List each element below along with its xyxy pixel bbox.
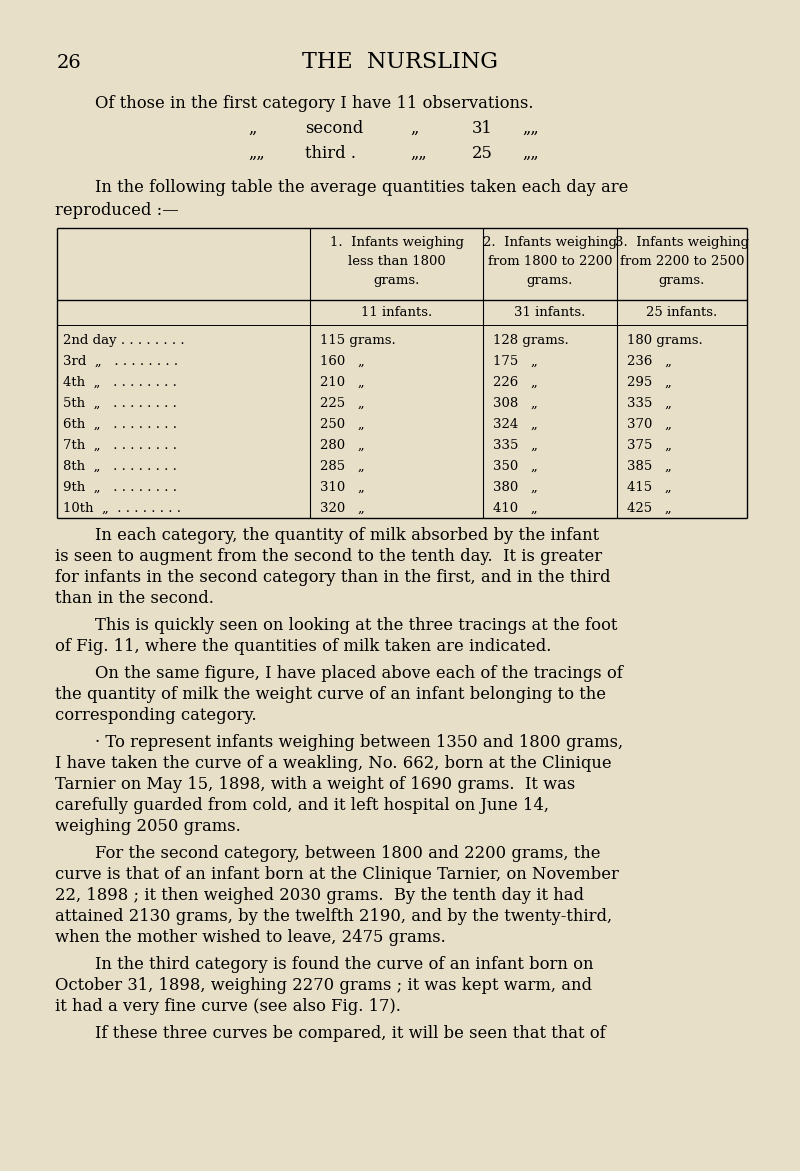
Text: 3rd  „   . . . . . . . .: 3rd „ . . . . . . . .	[63, 355, 178, 368]
Text: 5th  „   . . . . . . . .: 5th „ . . . . . . . .	[63, 397, 177, 410]
Text: 160   „: 160 „	[320, 355, 365, 368]
Text: 31 infants.: 31 infants.	[514, 306, 586, 319]
Text: 226   „: 226 „	[493, 376, 538, 389]
Text: 324   „: 324 „	[493, 418, 538, 431]
Text: 295   „: 295 „	[627, 376, 672, 389]
Text: 11 infants.: 11 infants.	[361, 306, 432, 319]
Text: 385   „: 385 „	[627, 460, 672, 473]
Text: 350   „: 350 „	[493, 460, 538, 473]
Text: corresponding category.: corresponding category.	[55, 707, 257, 724]
Text: „„: „„	[522, 145, 538, 162]
Text: THE  NURSLING: THE NURSLING	[302, 52, 498, 73]
Text: 335   „: 335 „	[627, 397, 672, 410]
Text: „: „	[248, 119, 256, 137]
Text: 31: 31	[472, 119, 493, 137]
Text: „„: „„	[410, 145, 426, 162]
Text: „„: „„	[522, 119, 538, 137]
Text: 25: 25	[472, 145, 493, 162]
Text: the quantity of milk the weight curve of an infant belonging to the: the quantity of milk the weight curve of…	[55, 686, 606, 703]
Text: is seen to augment from the second to the tenth day.  It is greater: is seen to augment from the second to th…	[55, 548, 602, 564]
Text: 308   „: 308 „	[493, 397, 538, 410]
Text: it had a very fine curve (see also Fig. 17).: it had a very fine curve (see also Fig. …	[55, 998, 401, 1015]
Text: 9th  „   . . . . . . . .: 9th „ . . . . . . . .	[63, 481, 177, 494]
Text: third .: third .	[305, 145, 356, 162]
Text: 6th  „   . . . . . . . .: 6th „ . . . . . . . .	[63, 418, 177, 431]
Text: 10th  „  . . . . . . . .: 10th „ . . . . . . . .	[63, 502, 181, 515]
Text: 210   „: 210 „	[320, 376, 365, 389]
Text: In each category, the quantity of milk absorbed by the infant: In each category, the quantity of milk a…	[95, 527, 599, 545]
Text: I have taken the curve of a weakling, No. 662, born at the Clinique: I have taken the curve of a weakling, No…	[55, 755, 612, 772]
Text: „: „	[410, 119, 418, 137]
Text: 415   „: 415 „	[627, 481, 672, 494]
Text: carefully guarded from cold, and it left hospital on June 14,: carefully guarded from cold, and it left…	[55, 797, 549, 814]
Text: less than 1800: less than 1800	[348, 255, 446, 268]
Text: 25 infants.: 25 infants.	[646, 306, 718, 319]
Text: 280   „: 280 „	[320, 439, 365, 452]
Text: 225   „: 225 „	[320, 397, 365, 410]
Text: from 1800 to 2200: from 1800 to 2200	[488, 255, 612, 268]
Text: 236   „: 236 „	[627, 355, 672, 368]
Text: 22, 1898 ; it then weighed 2030 grams.  By the tenth day it had: 22, 1898 ; it then weighed 2030 grams. B…	[55, 886, 584, 904]
Text: 175   „: 175 „	[493, 355, 538, 368]
Text: grams.: grams.	[527, 274, 573, 287]
Text: reproduced :—: reproduced :—	[55, 203, 178, 219]
Text: 375   „: 375 „	[627, 439, 672, 452]
Text: 2nd day . . . . . . . .: 2nd day . . . . . . . .	[63, 334, 185, 347]
Text: 310   „: 310 „	[320, 481, 365, 494]
Text: 8th  „   . . . . . . . .: 8th „ . . . . . . . .	[63, 460, 177, 473]
Text: 425   „: 425 „	[627, 502, 672, 515]
Text: 3.  Infants weighing: 3. Infants weighing	[615, 237, 749, 249]
Text: „„: „„	[248, 145, 265, 162]
Text: October 31, 1898, weighing 2270 grams ; it was kept warm, and: October 31, 1898, weighing 2270 grams ; …	[55, 977, 592, 994]
Text: grams.: grams.	[374, 274, 420, 287]
Text: of Fig. 11, where the quantities of milk taken are indicated.: of Fig. 11, where the quantities of milk…	[55, 638, 551, 655]
Text: curve is that of an infant born at the Clinique Tarnier, on November: curve is that of an infant born at the C…	[55, 867, 619, 883]
Text: grams.: grams.	[659, 274, 705, 287]
Text: from 2200 to 2500: from 2200 to 2500	[620, 255, 744, 268]
Text: For the second category, between 1800 and 2200 grams, the: For the second category, between 1800 an…	[95, 845, 601, 862]
Text: 320   „: 320 „	[320, 502, 365, 515]
Text: 2.  Infants weighing: 2. Infants weighing	[483, 237, 617, 249]
Text: 115 grams.: 115 grams.	[320, 334, 396, 347]
Text: 26: 26	[57, 54, 82, 71]
Text: 335   „: 335 „	[493, 439, 538, 452]
Text: 370   „: 370 „	[627, 418, 672, 431]
Text: 1.  Infants weighing: 1. Infants weighing	[330, 237, 463, 249]
Text: than in the second.: than in the second.	[55, 590, 214, 607]
Text: when the mother wished to leave, 2475 grams.: when the mother wished to leave, 2475 gr…	[55, 929, 446, 946]
Text: In the third category is found the curve of an infant born on: In the third category is found the curve…	[95, 956, 594, 973]
Text: This is quickly seen on looking at the three tracings at the foot: This is quickly seen on looking at the t…	[95, 617, 618, 634]
Text: Of those in the first category I have 11 observations.: Of those in the first category I have 11…	[95, 95, 534, 112]
Text: 128 grams.: 128 grams.	[493, 334, 569, 347]
Text: 180 grams.: 180 grams.	[627, 334, 702, 347]
Text: attained 2130 grams, by the twelfth 2190, and by the twenty-third,: attained 2130 grams, by the twelfth 2190…	[55, 908, 612, 925]
Text: If these three curves be compared, it will be seen that that of: If these three curves be compared, it wi…	[95, 1025, 606, 1042]
Text: 285   „: 285 „	[320, 460, 365, 473]
Text: weighing 2050 grams.: weighing 2050 grams.	[55, 819, 241, 835]
Text: second: second	[305, 119, 363, 137]
Text: 410   „: 410 „	[493, 502, 538, 515]
Text: 380   „: 380 „	[493, 481, 538, 494]
Text: On the same figure, I have placed above each of the tracings of: On the same figure, I have placed above …	[95, 665, 623, 682]
Text: Tarnier on May 15, 1898, with a weight of 1690 grams.  It was: Tarnier on May 15, 1898, with a weight o…	[55, 776, 575, 793]
Text: 7th  „   . . . . . . . .: 7th „ . . . . . . . .	[63, 439, 177, 452]
Text: · To represent infants weighing between 1350 and 1800 grams,: · To represent infants weighing between …	[95, 734, 623, 751]
Text: for infants in the second category than in the first, and in the third: for infants in the second category than …	[55, 569, 610, 586]
Text: In the following table the average quantities taken each day are: In the following table the average quant…	[95, 179, 628, 196]
Text: 250   „: 250 „	[320, 418, 365, 431]
Text: 4th  „   . . . . . . . .: 4th „ . . . . . . . .	[63, 376, 177, 389]
